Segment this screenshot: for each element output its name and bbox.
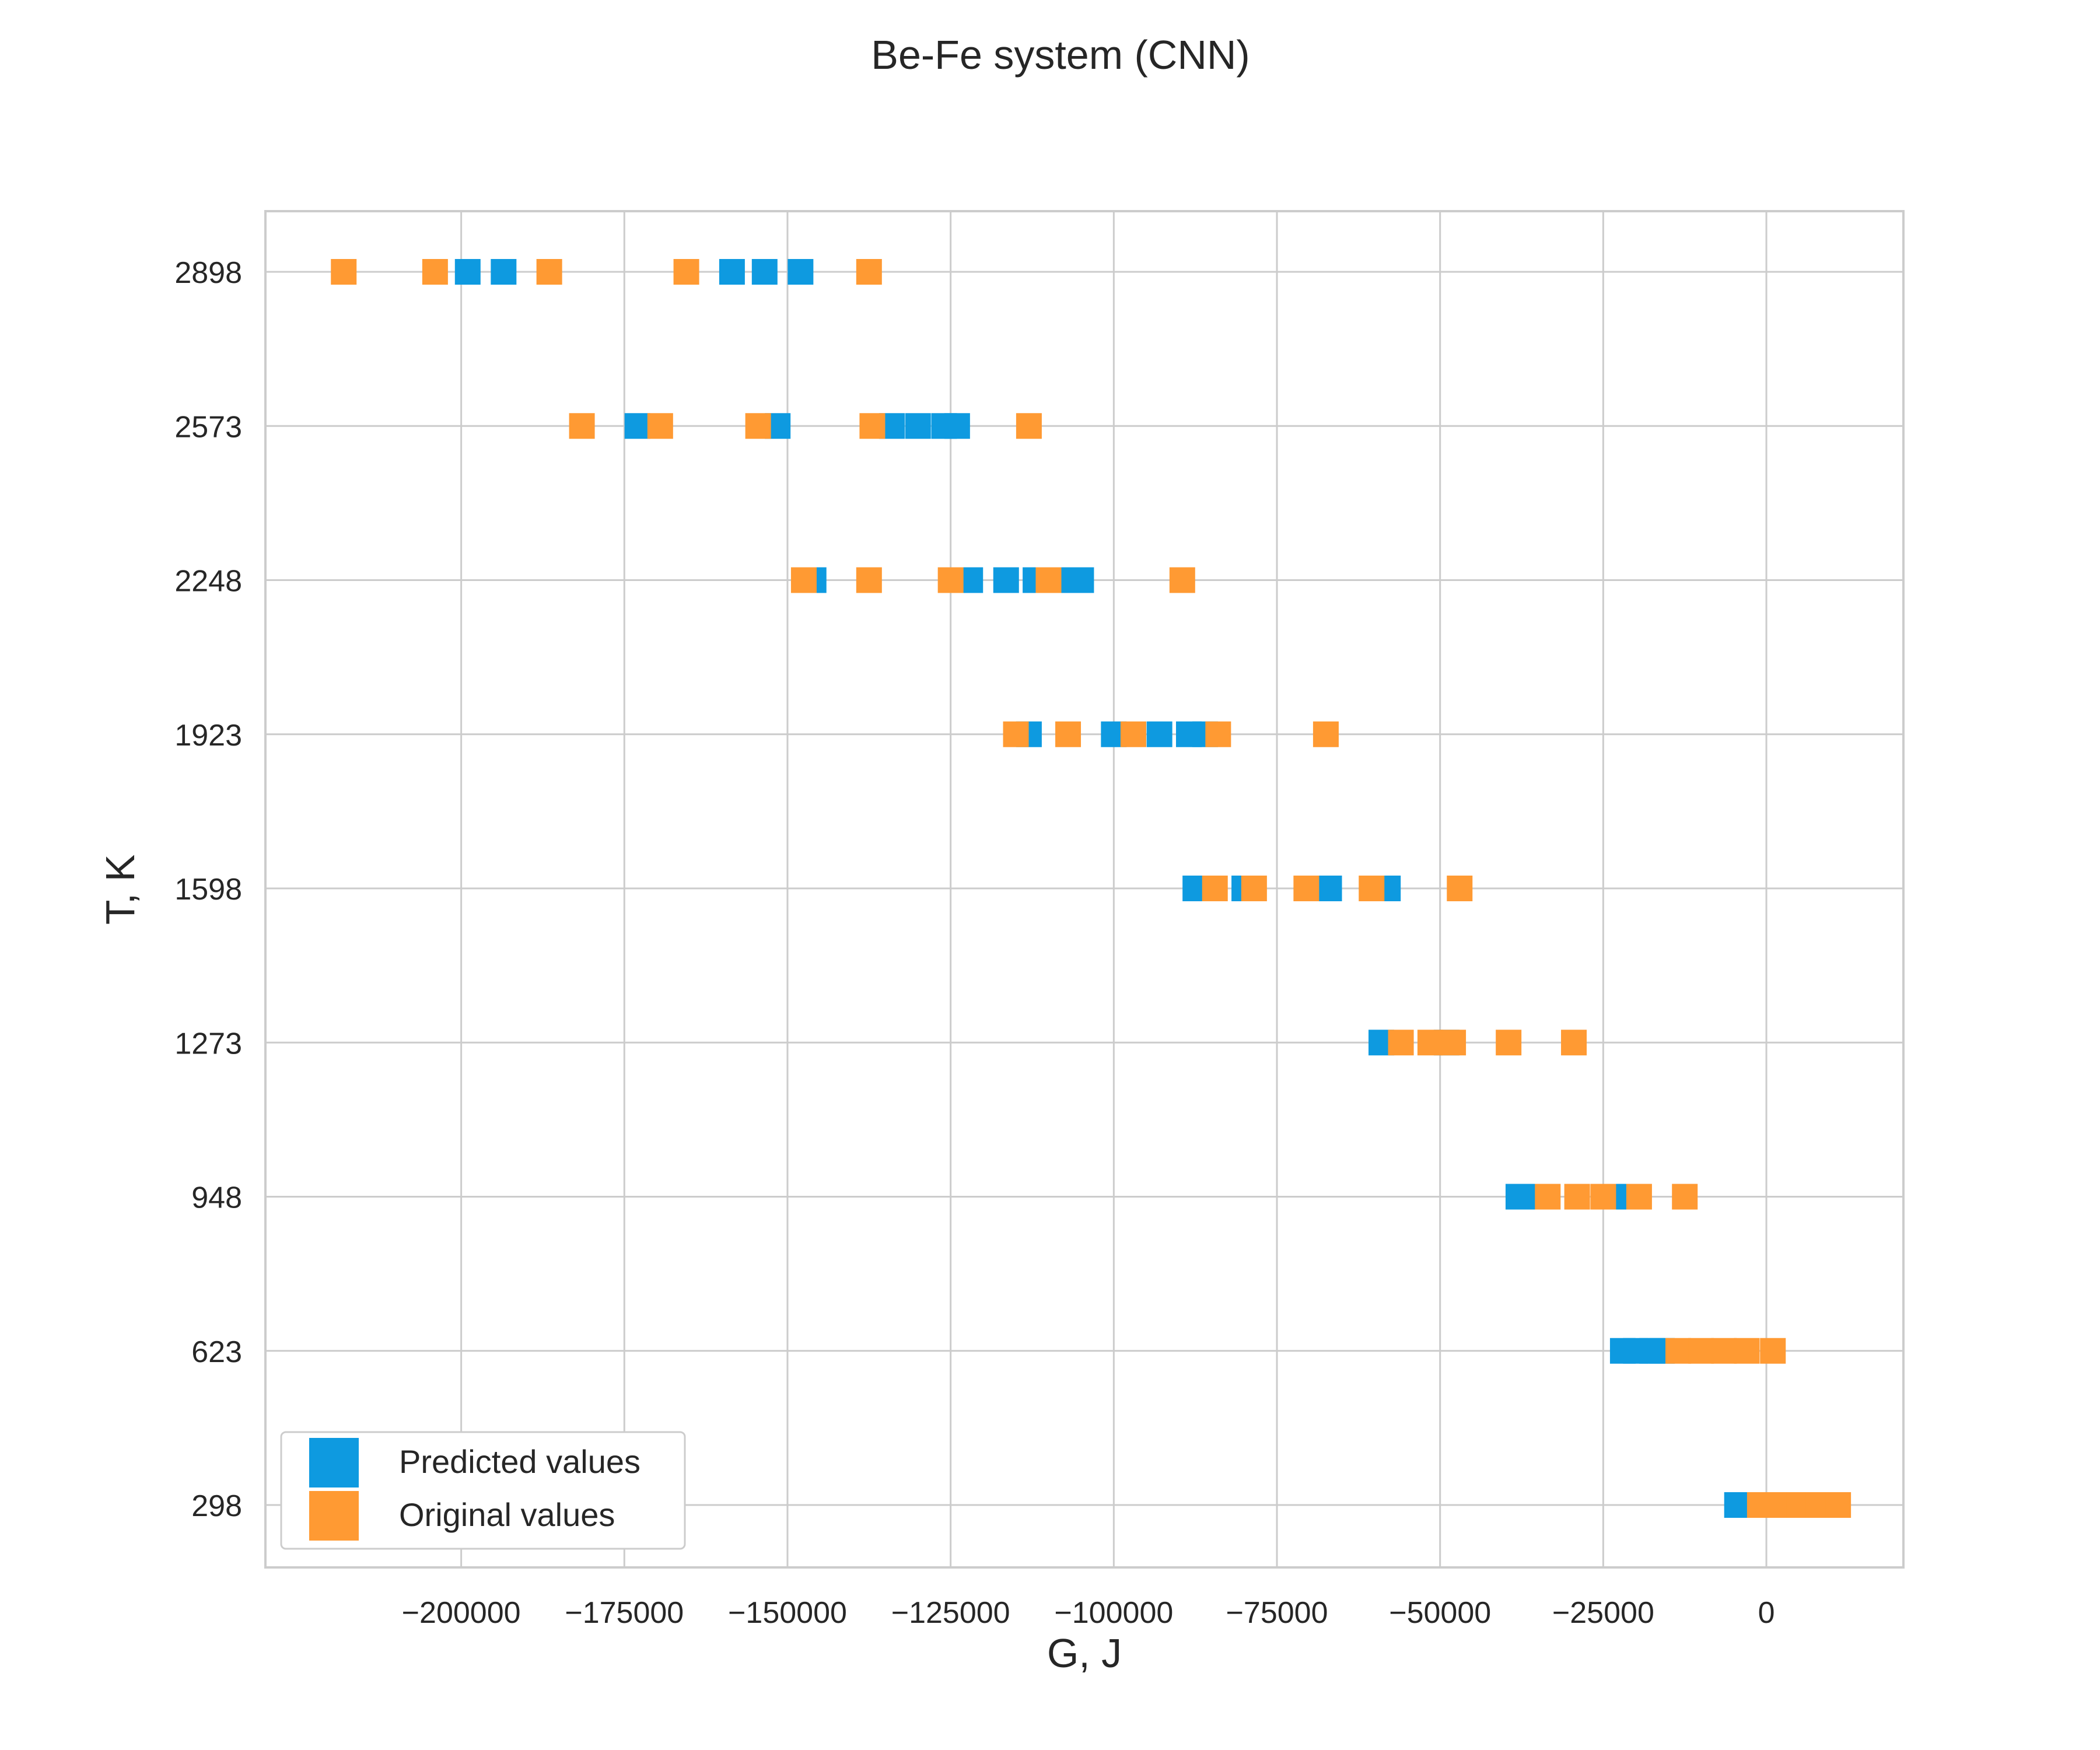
original-marker: [1447, 876, 1473, 901]
original-marker: [1496, 1030, 1522, 1056]
x-tick-label: −50000: [1389, 1596, 1491, 1630]
original-marker: [1561, 1030, 1587, 1056]
original-marker: [1293, 876, 1320, 901]
original-marker: [1825, 1492, 1852, 1518]
original-marker: [1665, 1338, 1692, 1364]
predicted-marker: [905, 413, 931, 439]
predicted-marker: [1146, 721, 1172, 747]
markers: [331, 259, 1852, 1518]
x-tick-label: −125000: [891, 1596, 1010, 1630]
predicted-marker: [788, 259, 814, 285]
original-marker: [790, 567, 817, 593]
original-marker: [1205, 721, 1231, 747]
original-marker: [673, 259, 699, 285]
legend: Predicted values Original values: [280, 1431, 686, 1550]
plot-frame: [264, 210, 1905, 1569]
x-axis-label: G, J: [1047, 1630, 1122, 1676]
predicted-marker: [993, 567, 1019, 593]
original-marker: [1388, 1030, 1414, 1056]
predicted-marker: [751, 259, 778, 285]
predicted-marker: [1316, 876, 1342, 901]
y-tick-label: 623: [191, 1335, 242, 1369]
original-marker: [1241, 876, 1267, 901]
grid: [265, 211, 1903, 1567]
original-marker: [856, 567, 882, 593]
predicted-marker: [454, 259, 481, 285]
original-marker: [1120, 721, 1146, 747]
original-marker: [569, 413, 595, 439]
predicted-marker: [1068, 567, 1094, 593]
x-tick-label: −100000: [1054, 1596, 1173, 1630]
y-tick-label: 298: [191, 1489, 242, 1523]
y-tick-label: 1598: [174, 873, 242, 907]
x-tick-label: −150000: [728, 1596, 847, 1630]
y-tick-label: 1273: [174, 1027, 242, 1060]
x-tick-label: 0: [1758, 1596, 1775, 1630]
original-marker: [1564, 1184, 1590, 1210]
legend-label-original: Original values: [399, 1496, 615, 1533]
original-marker: [1535, 1184, 1561, 1210]
original-marker: [1626, 1184, 1652, 1210]
original-marker: [1688, 1338, 1714, 1364]
y-tick-label: 948: [191, 1181, 242, 1215]
original-marker: [1016, 413, 1042, 439]
y-axis-label: T, K: [97, 855, 143, 925]
original-marker: [1169, 567, 1195, 593]
legend-label-predicted: Predicted values: [399, 1443, 640, 1480]
original-marker: [1590, 1184, 1616, 1210]
y-tick-label: 2248: [174, 565, 242, 598]
original-marker: [856, 259, 882, 285]
original-marker: [1711, 1338, 1737, 1364]
y-tick-label: 2573: [174, 410, 242, 444]
x-tick-labels: −200000 −175000 −150000 −125000 −100000 −7500…: [402, 1596, 1775, 1630]
original-marker: [937, 567, 964, 593]
original-marker: [1440, 1030, 1466, 1056]
x-tick-label: −75000: [1226, 1596, 1328, 1630]
predicted-marker: [624, 413, 650, 439]
y-tick-label: 2898: [174, 256, 242, 290]
predicted-marker: [491, 259, 517, 285]
y-tick-label: 1923: [174, 719, 242, 752]
x-tick-label: −25000: [1552, 1596, 1654, 1630]
original-marker: [1734, 1338, 1760, 1364]
original-marker: [859, 413, 886, 439]
original-marker: [647, 413, 673, 439]
chart-title: Be-Fe system (CNN): [871, 32, 1250, 78]
legend-box: [280, 1431, 686, 1550]
legend-swatch-predicted: [309, 1438, 359, 1488]
legend-swatch-original: [309, 1491, 359, 1541]
original-marker: [1202, 876, 1228, 901]
original-marker: [1672, 1184, 1698, 1210]
original-marker: [1003, 721, 1029, 747]
original-marker: [331, 259, 357, 285]
original-marker: [1312, 721, 1339, 747]
y-tick-labels: 298 623 948 1273 1598 1923 2248 2573 2898: [174, 256, 242, 1523]
original-marker: [536, 259, 562, 285]
original-marker: [745, 413, 771, 439]
original-marker: [1417, 1030, 1443, 1056]
predicted-marker: [719, 259, 745, 285]
original-marker: [422, 259, 448, 285]
predicted-marker: [944, 413, 970, 439]
x-tick-label: −175000: [565, 1596, 684, 1630]
original-marker: [1760, 1338, 1786, 1364]
x-tick-label: −200000: [402, 1596, 521, 1630]
original-marker: [1359, 876, 1385, 901]
original-marker: [1035, 567, 1062, 593]
original-marker: [1055, 721, 1082, 747]
